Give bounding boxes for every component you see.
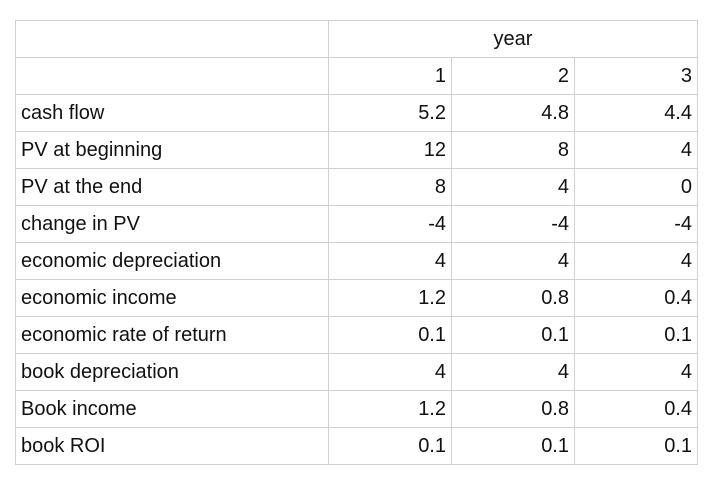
value-cell: 4.8 [451,94,575,132]
row-label: economic depreciation [15,242,329,280]
value-cell: 8 [328,168,452,206]
data-row: economic rate of return 0.1 0.1 0.1 [15,316,698,354]
row-label: book depreciation [15,353,329,391]
value-cell: 4 [451,242,575,280]
row-label: book ROI [15,427,329,465]
value-cell: 4 [451,353,575,391]
value-cell: 0.1 [328,316,452,354]
column-header: 3 [574,57,698,95]
data-row: book ROI 0.1 0.1 0.1 [15,427,698,465]
data-row: economic depreciation 4 4 4 [15,242,698,280]
empty-cell [15,20,329,58]
value-cell: 0.1 [574,316,698,354]
value-cell: 8 [451,131,575,169]
value-cell: 0.1 [328,427,452,465]
table-container: year 1 2 3 cash flow 5.2 4.8 4.4 PV at beginning… [15,20,698,465]
data-row: Book income 1.2 0.8 0.4 [15,390,698,428]
table-body: year 1 2 3 cash flow 5.2 4.8 4.4 PV at beginning… [15,20,698,465]
value-cell: 4 [451,168,575,206]
value-cell: 4 [574,353,698,391]
table: year 1 2 3 cash flow 5.2 4.8 4.4 PV at beginning… [15,20,698,465]
row-label: Book income [15,390,329,428]
header-row: year [15,20,698,58]
value-cell: 12 [328,131,452,169]
value-cell: 0.4 [574,279,698,317]
value-cell: 5.2 [328,94,452,132]
data-row: book depreciation 4 4 4 [15,353,698,391]
value-cell: 0.8 [451,279,575,317]
value-cell: 4 [328,242,452,280]
value-cell: -4 [574,205,698,243]
value-cell: 4 [574,242,698,280]
data-row: change in PV -4 -4 -4 [15,205,698,243]
value-cell: 4.4 [574,94,698,132]
row-label: change in PV [15,205,329,243]
value-cell: -4 [328,205,452,243]
value-cell: 0.4 [574,390,698,428]
data-row: economic income 1.2 0.8 0.4 [15,279,698,317]
data-row: cash flow 5.2 4.8 4.4 [15,94,698,132]
data-row: PV at the end 8 4 0 [15,168,698,206]
data-row: PV at beginning 12 8 4 [15,131,698,169]
row-label: PV at beginning [15,131,329,169]
column-header: 1 [328,57,452,95]
row-label: cash flow [15,94,329,132]
row-label: PV at the end [15,168,329,206]
value-cell: 1.2 [328,390,452,428]
value-cell: 4 [574,131,698,169]
column-header: 2 [451,57,575,95]
value-cell: 0.1 [574,427,698,465]
group-header: year [328,20,698,58]
value-cell: 0.1 [451,316,575,354]
value-cell: 0.8 [451,390,575,428]
value-cell: 0.1 [451,427,575,465]
row-label: economic income [15,279,329,317]
value-cell: -4 [451,205,575,243]
value-cell: 0 [574,168,698,206]
row-label: economic rate of return [15,316,329,354]
empty-cell [15,57,329,95]
value-cell: 4 [328,353,452,391]
value-cell: 1.2 [328,279,452,317]
